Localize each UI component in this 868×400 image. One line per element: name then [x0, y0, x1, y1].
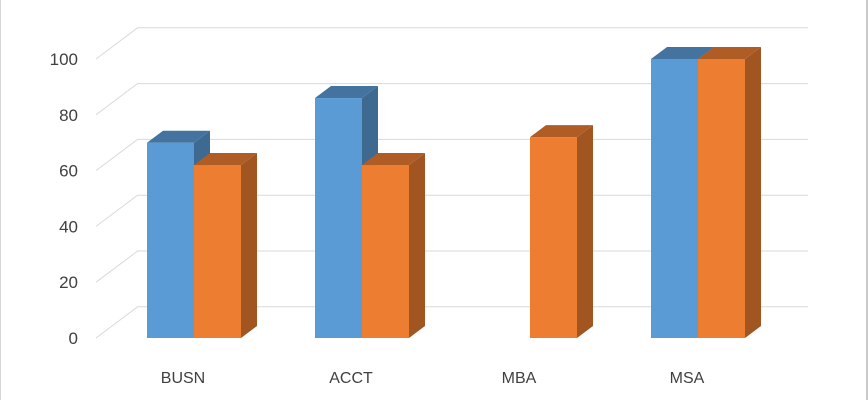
x-category-label-busn: BUSN	[161, 370, 205, 387]
bar-front-face	[530, 137, 577, 338]
y-tick-label-20: 20	[59, 273, 78, 292]
bar-front-face	[315, 98, 362, 338]
bar-top-face	[147, 130, 210, 143]
bar-front-face	[698, 59, 745, 338]
bar-side-face	[409, 153, 425, 338]
bar-top-face	[194, 153, 257, 166]
bar-top-face	[362, 153, 425, 166]
bar-mba-series-2	[530, 125, 593, 339]
bar-top-face	[698, 47, 761, 59]
bar-front-face	[362, 165, 409, 338]
bar-busn-series-2	[194, 153, 257, 338]
bar-front-face	[147, 142, 194, 338]
bar-front-face	[651, 59, 698, 338]
y-tick-label-60: 60	[59, 162, 78, 181]
chart-frame-right-edge	[866, 0, 868, 400]
bar-side-face	[241, 153, 257, 338]
bar-side-face	[745, 47, 761, 338]
bar-side-face	[577, 125, 593, 339]
gridline-100	[95, 27, 808, 60]
y-tick-label-0: 0	[69, 329, 78, 348]
bar-front-face	[194, 165, 241, 338]
bar-top-face	[651, 47, 714, 59]
y-tick-label-40: 40	[59, 217, 78, 236]
bar-msa-series-2	[698, 47, 761, 338]
gridline-80	[95, 83, 808, 116]
x-category-label-acct: ACCT	[329, 370, 373, 387]
y-tick-label-80: 80	[59, 106, 78, 125]
bar-top-face	[315, 86, 378, 99]
x-category-label-msa: MSA	[670, 370, 705, 387]
bar-top-face	[530, 125, 593, 138]
y-axis-tick-labels: 0 20 40 60 80 100	[50, 50, 78, 348]
y-tick-label-100: 100	[50, 50, 78, 69]
bars	[147, 47, 761, 339]
x-category-label-mba: MBA	[502, 370, 537, 387]
x-axis-category-labels: BUSN ACCT MBA MSA	[161, 370, 705, 387]
chart-frame-left-edge	[0, 0, 1, 400]
bar-acct-series-2	[362, 153, 425, 338]
